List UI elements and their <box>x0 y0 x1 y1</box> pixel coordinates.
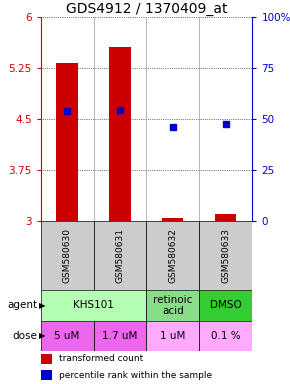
Bar <box>146 290 200 321</box>
Text: GSM580631: GSM580631 <box>115 228 124 283</box>
Bar <box>57 63 78 221</box>
Bar <box>162 218 184 221</box>
Text: ▶: ▶ <box>39 301 46 310</box>
Bar <box>41 221 93 290</box>
Text: 1 uM: 1 uM <box>160 331 186 341</box>
Bar <box>93 321 146 351</box>
Text: DMSO: DMSO <box>210 300 242 310</box>
Bar <box>200 290 252 321</box>
Bar <box>200 221 252 290</box>
Bar <box>93 221 146 290</box>
Bar <box>41 290 146 321</box>
Bar <box>200 321 252 351</box>
Text: 5 uM: 5 uM <box>55 331 80 341</box>
Bar <box>146 321 200 351</box>
Text: transformed count: transformed count <box>59 354 143 363</box>
Bar <box>109 47 130 221</box>
Text: GSM580630: GSM580630 <box>63 228 72 283</box>
Bar <box>215 214 236 221</box>
Bar <box>146 221 200 290</box>
Text: retinoic
acid: retinoic acid <box>153 295 193 316</box>
Text: KHS101: KHS101 <box>73 300 114 310</box>
Bar <box>41 321 93 351</box>
Text: 0.1 %: 0.1 % <box>211 331 241 341</box>
Text: GSM580632: GSM580632 <box>168 228 177 283</box>
Text: agent: agent <box>8 300 38 310</box>
Text: percentile rank within the sample: percentile rank within the sample <box>59 371 212 380</box>
Title: GDS4912 / 1370409_at: GDS4912 / 1370409_at <box>66 2 227 16</box>
Bar <box>41 354 52 364</box>
Bar <box>41 370 52 380</box>
Text: 1.7 uM: 1.7 uM <box>102 331 138 341</box>
Text: dose: dose <box>13 331 38 341</box>
Text: ▶: ▶ <box>39 331 46 341</box>
Text: GSM580633: GSM580633 <box>221 228 230 283</box>
